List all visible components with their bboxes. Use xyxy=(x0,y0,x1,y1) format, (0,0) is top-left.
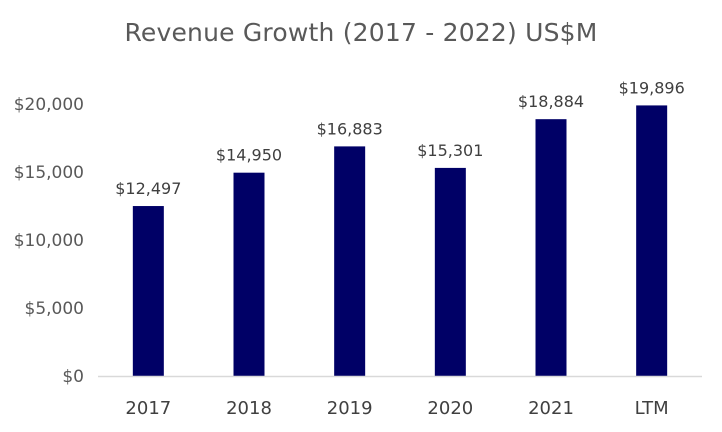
y-tick-label: $0 xyxy=(62,367,84,387)
data-label: $16,883 xyxy=(317,119,383,138)
y-tick-label: $10,000 xyxy=(14,231,84,251)
data-label: $15,301 xyxy=(417,141,483,160)
y-tick-label: $20,000 xyxy=(14,95,84,115)
bar xyxy=(132,206,164,376)
y-axis-ticks: $0 $5,000 $10,000 $15,000 $20,000 xyxy=(14,95,84,387)
y-tick-label: $5,000 xyxy=(25,299,84,319)
category-label: 2017 xyxy=(125,398,171,419)
bar xyxy=(636,105,668,376)
data-label: $12,497 xyxy=(115,179,181,198)
bar xyxy=(434,167,466,376)
category-label: 2019 xyxy=(327,398,373,419)
data-labels: $12,497 $14,950 $16,883 $15,301 $18,884 $19,8… xyxy=(115,78,685,198)
bar xyxy=(334,146,366,376)
category-label: LTM xyxy=(635,398,669,419)
data-label: $19,896 xyxy=(619,78,685,97)
category-labels: 2017 2018 2019 2020 2021 LTM xyxy=(125,398,668,419)
category-label: 2021 xyxy=(528,398,574,419)
bar xyxy=(233,172,265,376)
bar xyxy=(535,119,567,376)
data-label: $14,950 xyxy=(216,146,282,165)
bars xyxy=(132,105,668,376)
data-label: $18,884 xyxy=(518,92,584,111)
chart-title: Revenue Growth (2017 - 2022) US$M xyxy=(124,18,598,47)
category-label: 2020 xyxy=(427,398,473,419)
category-label: 2018 xyxy=(226,398,272,419)
y-tick-label: $15,000 xyxy=(14,163,84,183)
